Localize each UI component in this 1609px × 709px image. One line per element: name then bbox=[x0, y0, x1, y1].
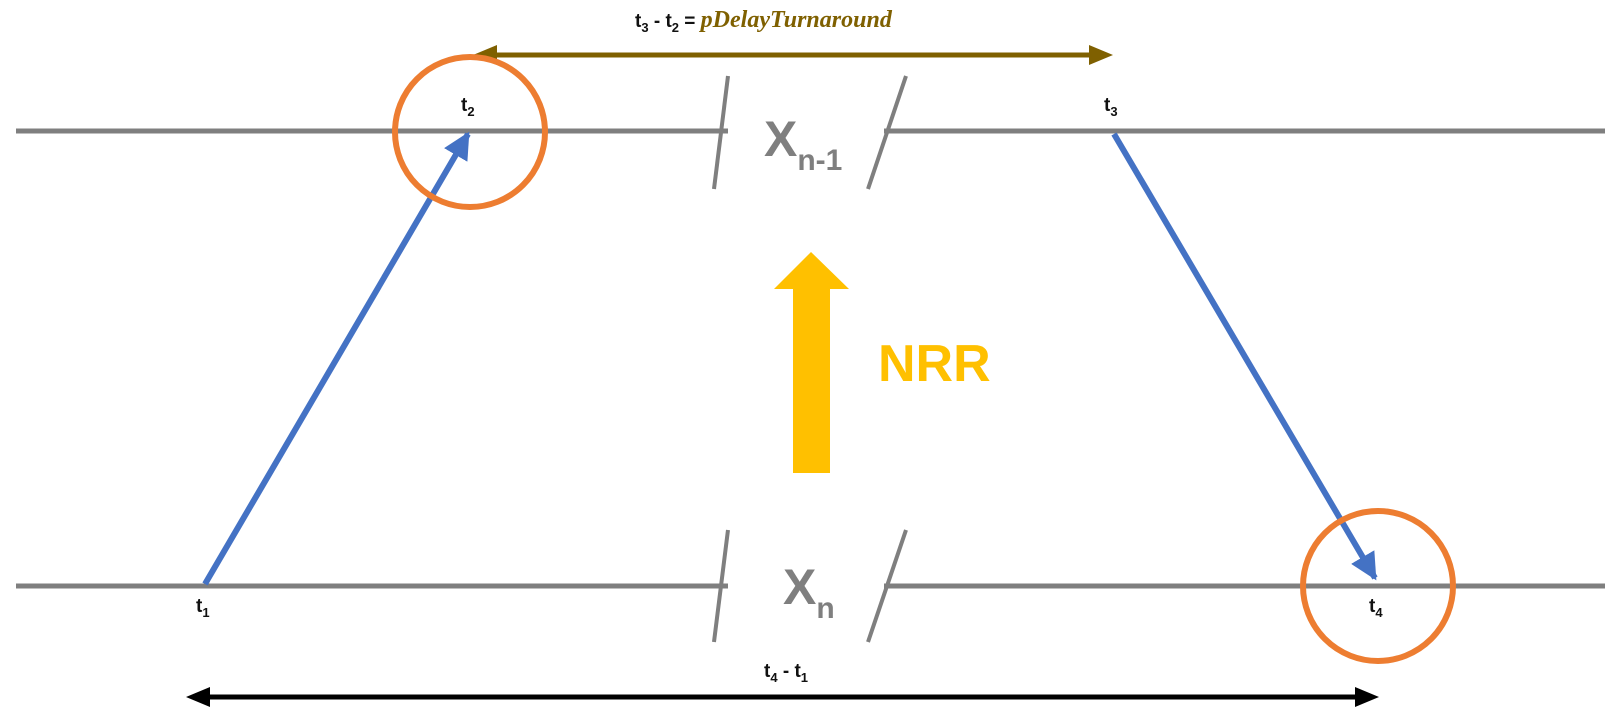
roundtrip-arrow-left-head bbox=[186, 687, 210, 707]
t2-highlight-circle bbox=[392, 54, 548, 210]
turnaround-a-sub: 3 bbox=[641, 20, 648, 35]
t1-label: t1 bbox=[196, 596, 210, 620]
timeline-upper-label-base: X bbox=[764, 111, 797, 167]
turnaround-b-sub: 2 bbox=[672, 20, 679, 35]
roundtrip-b-sub: 1 bbox=[801, 670, 808, 685]
timeline-lower-label-base: X bbox=[783, 559, 816, 615]
pdelay-response-arrow bbox=[1111, 132, 1378, 581]
timeline-upper-break-right bbox=[866, 75, 908, 190]
t4-base: t bbox=[1369, 596, 1376, 617]
t3-base: t bbox=[1104, 95, 1111, 116]
t3-label: t3 bbox=[1104, 95, 1118, 119]
t2-base: t bbox=[461, 95, 468, 116]
timeline-upper-label-sub: n-1 bbox=[797, 144, 842, 177]
turnaround-op: - bbox=[649, 11, 666, 32]
roundtrip-b-base: t bbox=[794, 661, 801, 682]
turnaround-eq: = bbox=[679, 11, 701, 32]
nrr-label: NRR bbox=[878, 335, 991, 393]
pdelay-request-arrow bbox=[202, 131, 471, 586]
t2-sub: 2 bbox=[467, 104, 474, 119]
t4-label: t4 bbox=[1369, 596, 1383, 620]
timeline-lower-break-right bbox=[866, 529, 908, 643]
t1-base: t bbox=[196, 596, 203, 617]
timeline-lower-label-sub: n bbox=[816, 592, 834, 625]
turnaround-name: pDelayTurnaround bbox=[699, 7, 893, 33]
nrr-arrow bbox=[774, 252, 849, 473]
turnaround-a-base: t bbox=[635, 11, 642, 32]
t4-highlight-circle bbox=[1300, 508, 1456, 664]
t1-sub: 1 bbox=[202, 605, 209, 620]
roundtrip-a-sub: 4 bbox=[770, 670, 778, 685]
timeline-upper-break-left bbox=[712, 75, 730, 190]
timeline-lower-break-left bbox=[712, 529, 730, 643]
timeline-upper: Xn-1 bbox=[16, 75, 1605, 190]
timeline-lower-label: Xn bbox=[783, 559, 835, 625]
turnaround-label: t3 - t2 = pDelayTurnaround bbox=[635, 7, 893, 35]
turnaround-b-base: t bbox=[665, 11, 672, 32]
roundtrip-arrow-right-head bbox=[1355, 687, 1379, 707]
timeline-upper-label: Xn-1 bbox=[764, 111, 842, 177]
turnaround-arrow-right-head bbox=[1089, 45, 1113, 65]
turnaround-arrow bbox=[473, 45, 1113, 65]
t2-label: t2 bbox=[461, 95, 475, 119]
roundtrip-a-base: t bbox=[764, 661, 771, 682]
timeline-lower: Xn bbox=[16, 529, 1605, 643]
t4-sub: 4 bbox=[1375, 605, 1383, 620]
roundtrip-op: - bbox=[778, 661, 795, 682]
roundtrip-arrow bbox=[186, 687, 1379, 707]
t3-sub: 3 bbox=[1110, 104, 1117, 119]
roundtrip-label: t4 - t1 bbox=[764, 661, 808, 685]
